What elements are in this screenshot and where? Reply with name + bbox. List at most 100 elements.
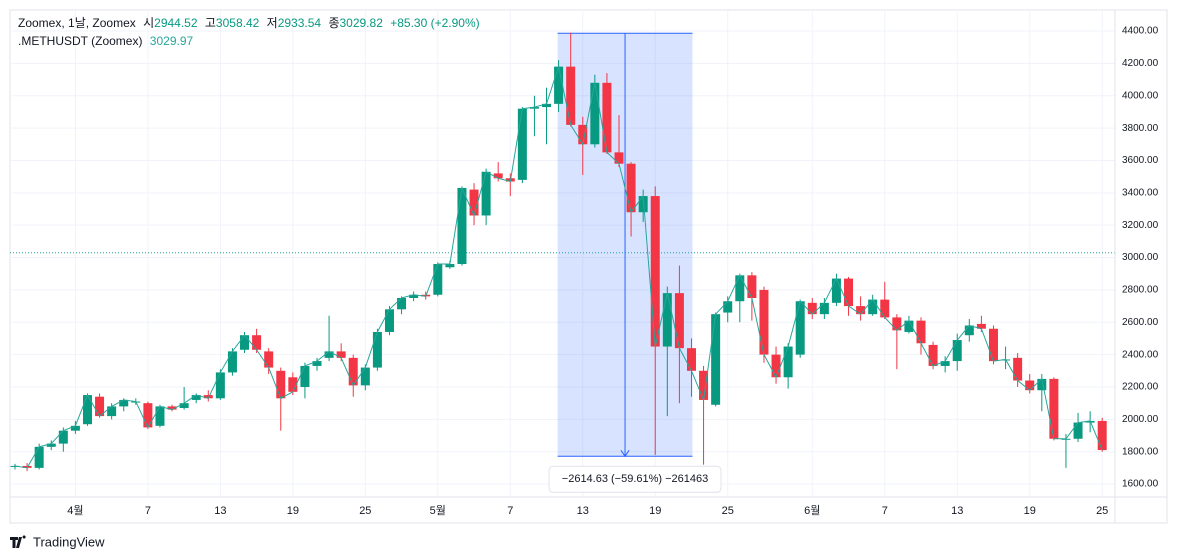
candle-body xyxy=(638,196,648,213)
candle-body xyxy=(264,351,274,368)
candle-body xyxy=(735,275,745,302)
candle-body xyxy=(723,301,733,313)
open-label: 시 xyxy=(143,16,154,30)
candle-body xyxy=(252,335,262,350)
candle-body xyxy=(952,340,962,362)
candle-body xyxy=(58,430,68,444)
y-tick-label: 1600.00 xyxy=(1122,479,1159,490)
candle-body xyxy=(469,189,479,216)
y-tick-label: 4000.00 xyxy=(1122,90,1159,101)
candle-body xyxy=(626,163,636,213)
candle-body xyxy=(203,395,213,399)
candle-body xyxy=(119,399,129,407)
candle-body xyxy=(457,187,467,265)
candle-body xyxy=(155,406,165,426)
candle-body xyxy=(711,314,721,405)
legend-line-2: .METHUSDT (Zoomex) 3029.97 xyxy=(18,34,194,48)
candle-body xyxy=(1025,380,1035,391)
candle-body xyxy=(481,171,491,216)
candle-body xyxy=(312,361,322,366)
x-tick-label: 25 xyxy=(722,505,734,517)
measure-arrowhead xyxy=(620,450,630,458)
brand: TradingView xyxy=(33,534,105,549)
candle-body xyxy=(674,293,684,349)
candle-body xyxy=(686,348,696,371)
candle-body xyxy=(445,264,455,268)
measure-label: −2614.63 (−59.61%) −261463 xyxy=(562,473,709,485)
x-tick-label: 13 xyxy=(951,505,963,517)
candle-body xyxy=(771,354,781,378)
candle-body xyxy=(240,335,250,350)
grid xyxy=(10,10,1115,497)
candle-body xyxy=(578,124,588,145)
candle-body xyxy=(372,331,382,368)
candle-body xyxy=(976,323,986,329)
y-tick-label: 3400.00 xyxy=(1122,187,1159,198)
candle-body xyxy=(554,66,564,104)
candle-body xyxy=(759,289,769,355)
candle-body xyxy=(324,351,334,358)
candle-body xyxy=(844,278,854,307)
candle-body xyxy=(1097,420,1107,451)
candle-body xyxy=(928,344,938,366)
brand-logo xyxy=(10,535,26,548)
candle-body xyxy=(940,361,950,366)
candle-body xyxy=(614,152,624,164)
candle-body xyxy=(179,403,189,409)
x-tick-label: 13 xyxy=(577,505,589,517)
marks xyxy=(10,32,1107,472)
x-tick-label: 5월 xyxy=(430,504,446,517)
candle-body xyxy=(542,103,552,108)
close-line xyxy=(14,64,1103,469)
candle-body xyxy=(167,406,177,410)
y-tick-label: 3800.00 xyxy=(1122,123,1159,134)
candle-body xyxy=(70,425,80,431)
candle-body xyxy=(493,173,503,179)
low: 2933.54 xyxy=(278,16,322,30)
y-tick-label: 2400.00 xyxy=(1122,349,1159,360)
candle-body xyxy=(433,264,443,295)
line-value: 3029.97 xyxy=(150,34,194,48)
candle-body xyxy=(517,108,527,180)
line-name: .METHUSDT (Zoomex) xyxy=(18,34,142,48)
candle-body xyxy=(602,82,612,153)
candle-body xyxy=(215,372,225,399)
candle-body xyxy=(904,320,914,332)
candle-body xyxy=(856,306,866,315)
candle-body xyxy=(699,370,709,400)
x-tick-label: 6월 xyxy=(804,504,820,517)
candle-body xyxy=(397,297,407,310)
candle-body xyxy=(288,377,298,392)
low-label: 저 xyxy=(267,16,278,30)
x-tick-label: 4월 xyxy=(67,504,83,517)
candle-body xyxy=(892,317,902,331)
candle-body xyxy=(227,351,237,373)
symbol: Zoomex, 1날, Zoomex xyxy=(18,16,136,30)
x-tick-label: 19 xyxy=(287,505,299,517)
x-tick-label: 25 xyxy=(1096,505,1108,517)
candle-body xyxy=(95,396,105,417)
candle-body xyxy=(34,446,44,468)
candle-body xyxy=(348,357,358,386)
measure-label-box xyxy=(548,465,722,493)
legend-line-1: Zoomex, 1날, Zoomex 시2944.52 고3058.42 저29… xyxy=(18,16,480,30)
x-tick-label: 25 xyxy=(359,505,371,517)
y-tick-label: 3600.00 xyxy=(1122,155,1159,166)
candle-body xyxy=(1049,378,1059,439)
candle-body xyxy=(819,302,829,315)
candle-body xyxy=(880,299,890,318)
change: +85.30 (+2.90%) xyxy=(390,16,479,30)
y-tick-label: 2600.00 xyxy=(1122,317,1159,328)
candle-body xyxy=(964,325,974,336)
candle-body xyxy=(529,107,539,109)
candle-body xyxy=(46,443,56,447)
candle-body xyxy=(868,299,878,315)
candle-body xyxy=(1013,357,1023,381)
high-label: 고 xyxy=(205,16,216,30)
candle-body xyxy=(783,346,793,378)
high: 3058.42 xyxy=(216,16,260,30)
y-tick-label: 3200.00 xyxy=(1122,220,1159,231)
candle-body xyxy=(795,301,805,355)
